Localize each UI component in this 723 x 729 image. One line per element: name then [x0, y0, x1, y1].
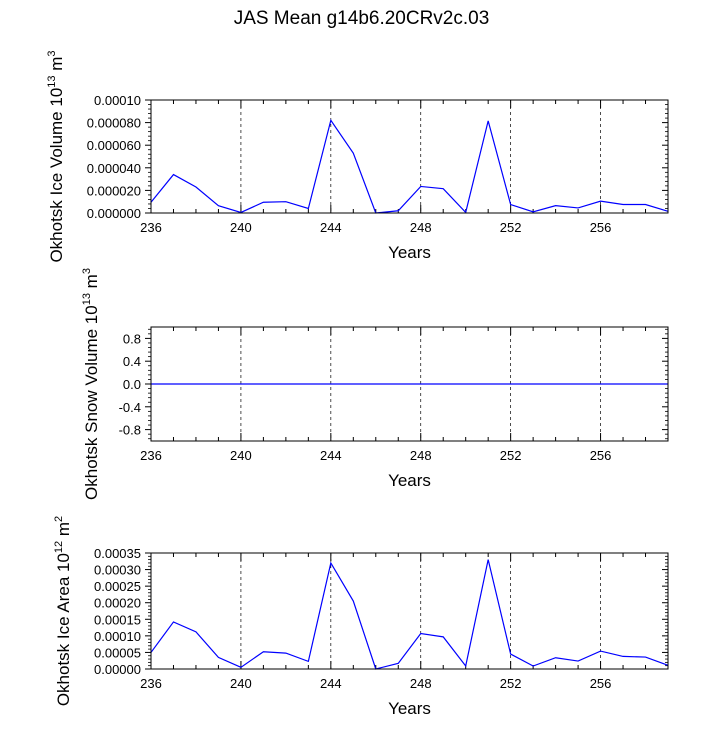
y-tick-label: 0.000080	[87, 116, 141, 131]
x-tick-label: 252	[500, 220, 522, 235]
y-axis-label: Okhotsk Snow Volume 1013 m3	[81, 268, 101, 500]
y-tick-label: 0.00025	[94, 579, 141, 594]
series-line	[150, 559, 669, 670]
snow-volume-panel: -0.8 -0.4 0.0 0.4 0.8 236 240 244 248 252 256 Years…	[81, 268, 669, 500]
plot-frame	[150, 552, 669, 670]
x-tick-label: 248	[410, 676, 432, 691]
y-tick-label: 0.00035	[94, 546, 141, 561]
y-tick-label: 0.00010	[94, 629, 141, 644]
y-tick-label: 0.000060	[87, 138, 141, 153]
x-tick-label: 244	[320, 220, 342, 235]
y-tick-label: -0.8	[119, 423, 141, 438]
y-axis-label: Okhotsk Ice Volume 1013 m3	[46, 50, 66, 262]
y-tick-label: 0.00005	[94, 645, 141, 660]
x-axis-label: Years	[388, 699, 431, 718]
x-tick-label: 244	[320, 448, 342, 463]
y-tick-label: 0.4	[123, 354, 141, 369]
x-tick-label: 256	[590, 448, 612, 463]
y-tick-label: 0.00030	[94, 563, 141, 578]
y-tick-label: 0.000020	[87, 183, 141, 198]
y-tick-label: 0.000000	[87, 206, 141, 221]
x-tick-label: 248	[410, 448, 432, 463]
x-tick-label: 252	[500, 448, 522, 463]
x-axis-label: Years	[388, 243, 431, 262]
x-tick-label: 244	[320, 676, 342, 691]
y-axis-label: Okhotsk Ice Area 1012 m2	[53, 516, 73, 706]
y-tick-label: 0.0	[123, 377, 141, 392]
plot-frame	[150, 326, 669, 442]
x-tick-label: 236	[140, 220, 162, 235]
x-tick-label: 240	[230, 676, 252, 691]
y-tick-label: 0.00000	[94, 662, 141, 677]
x-tick-label: 252	[500, 676, 522, 691]
x-tick-label: 256	[590, 676, 612, 691]
y-tick-label: 0.00010	[94, 93, 141, 108]
plot-frame	[150, 99, 669, 214]
y-tick-label: 0.8	[123, 331, 141, 346]
x-tick-label: 248	[410, 220, 432, 235]
y-tick-label: 0.00020	[94, 596, 141, 611]
x-tick-label: 240	[230, 220, 252, 235]
y-tick-label: 0.000040	[87, 161, 141, 176]
x-tick-label: 240	[230, 448, 252, 463]
x-axis-label: Years	[388, 471, 431, 490]
series-line	[150, 118, 669, 214]
ice-volume-panel: 0.000000 0.000020 0.000040 0.000060 0.000080…	[46, 50, 669, 263]
y-tick-label: 0.00015	[94, 612, 141, 627]
y-tick-label: -0.4	[119, 400, 141, 415]
x-tick-label: 236	[140, 448, 162, 463]
x-tick-label: 236	[140, 676, 162, 691]
x-tick-label: 256	[590, 220, 612, 235]
chart-main-title: JAS Mean g14b6.20CRv2c.03	[233, 8, 490, 29]
